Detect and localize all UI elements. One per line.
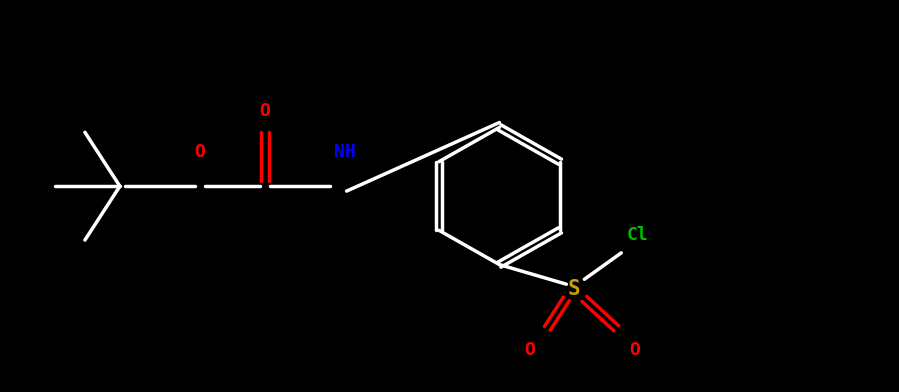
Text: NH: NH — [334, 143, 355, 161]
Text: O: O — [194, 143, 205, 161]
Text: O: O — [524, 341, 535, 359]
Text: O: O — [629, 341, 640, 359]
Text: Cl: Cl — [627, 226, 648, 244]
Text: S: S — [568, 279, 581, 299]
Text: O: O — [259, 102, 270, 120]
